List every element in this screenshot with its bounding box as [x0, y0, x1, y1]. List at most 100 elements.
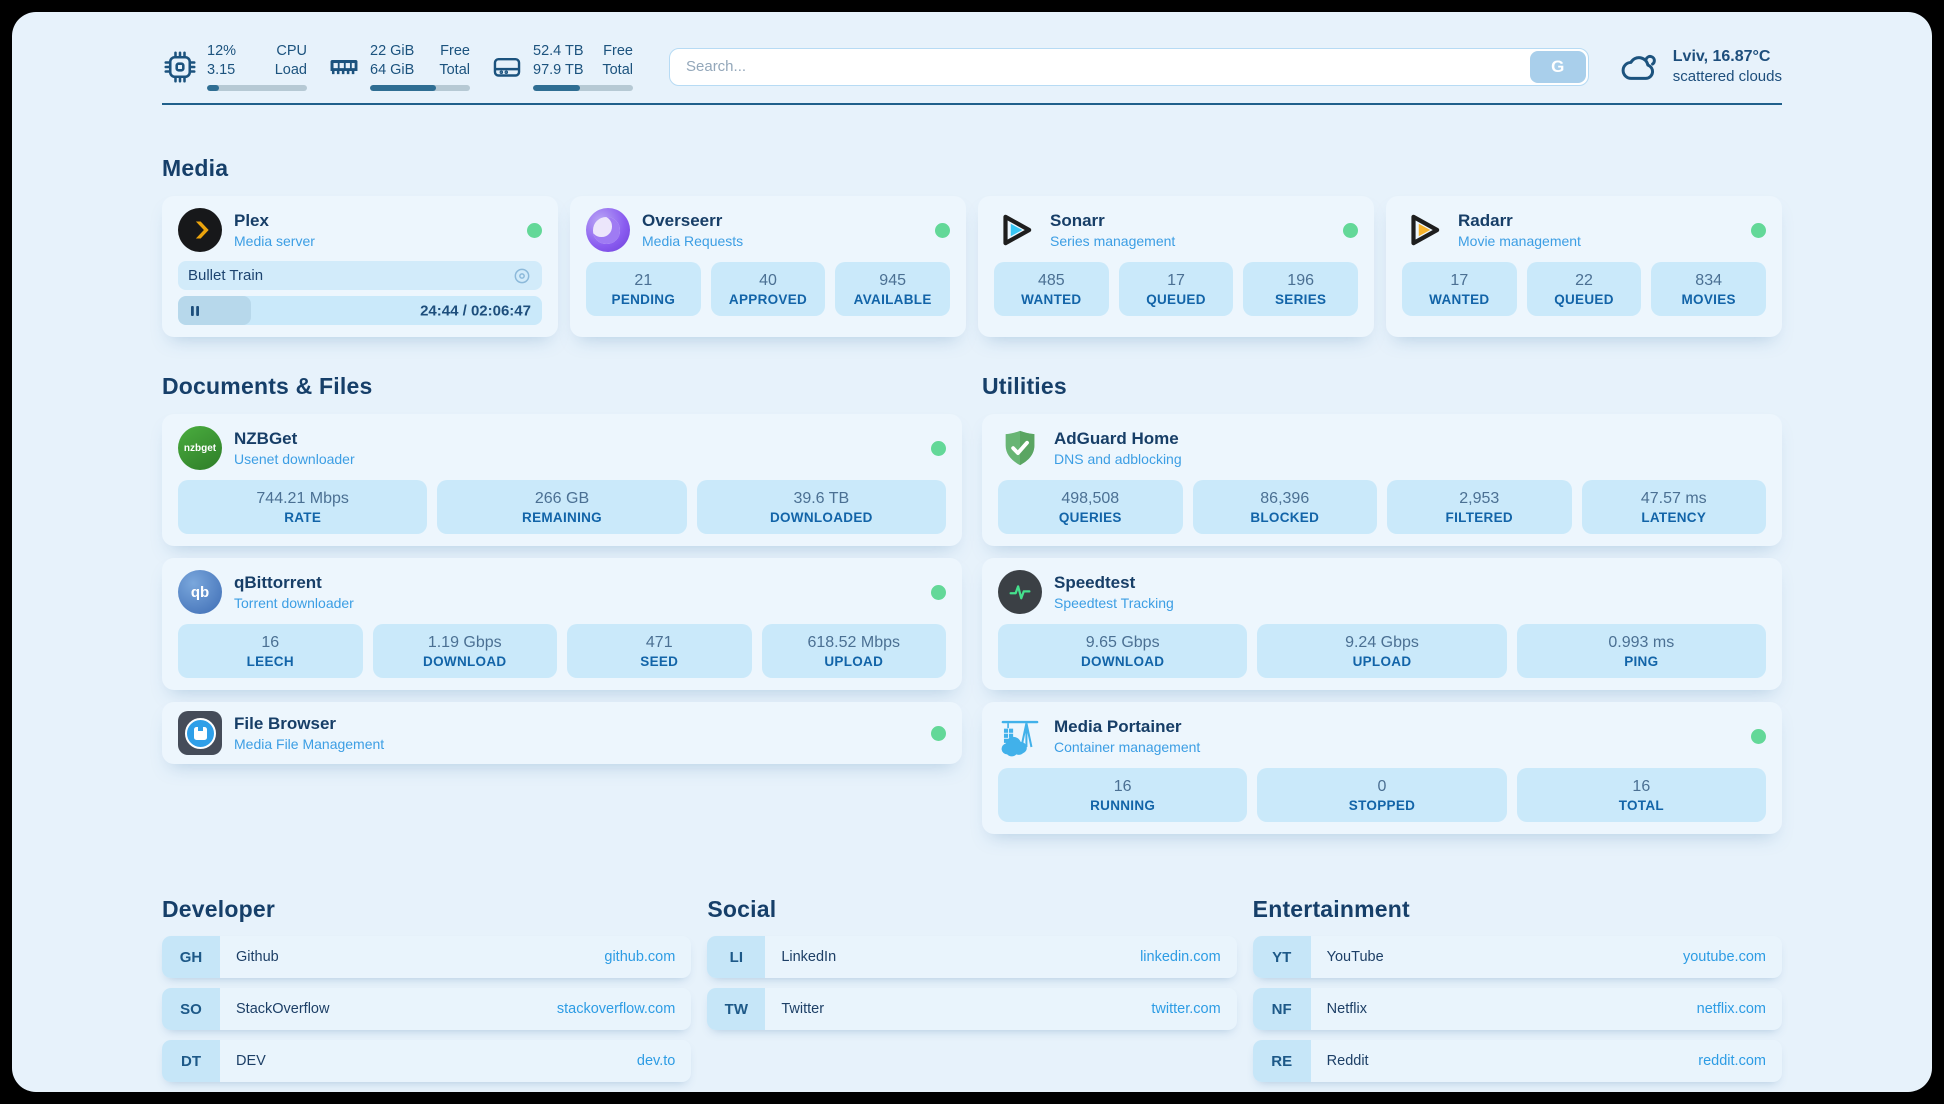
link-abbr: TW — [707, 988, 766, 1030]
section-entertainment: Entertainment YT YouTube youtube.com NF … — [1252, 896, 1782, 1082]
status-online-dot — [931, 584, 946, 600]
app-card-radarr[interactable]: Radarr Movie management 17 WANTED 22 QUE… — [1386, 196, 1782, 337]
stat-value: 485 — [1037, 272, 1065, 289]
app-card-speedtest[interactable]: Speedtest Speedtest Tracking 9.65 Gbps D… — [982, 558, 1782, 690]
stat-value: 471 — [645, 634, 673, 651]
link-abbr: GH — [162, 936, 220, 978]
link-abbr: DT — [162, 1040, 220, 1082]
link-item-reddit[interactable]: RE Reddit reddit.com — [1252, 1040, 1782, 1082]
stat-value: 9.65 Gbps — [1085, 634, 1160, 651]
playback-progress-fill — [178, 296, 251, 325]
app-subtitle: Media File Management — [234, 735, 385, 752]
app-name: AdGuard Home — [1054, 428, 1179, 448]
app-subtitle: Media Requests — [642, 232, 744, 249]
cpu-usage-value: 12% — [207, 43, 237, 59]
stat-box-available: 945 AVAILABLE — [835, 262, 950, 316]
link-abbr: LI — [707, 936, 766, 978]
app-subtitle: Speedtest Tracking — [1054, 594, 1174, 611]
stat-value: 86,396 — [1260, 490, 1310, 507]
cpu-icon — [164, 50, 196, 83]
link-item-netflix[interactable]: NF Netflix netflix.com — [1252, 988, 1782, 1030]
stat-label: DOWNLOAD — [423, 654, 507, 669]
stat-value: 1.19 Gbps — [427, 634, 502, 651]
link-item-twitter[interactable]: TW Twitter twitter.com — [707, 988, 1237, 1030]
stat-value: 16 — [1632, 778, 1651, 795]
stat-label: UPLOAD — [1352, 654, 1412, 669]
stat-value: 9.24 Gbps — [1345, 634, 1419, 651]
link-url: stackoverflow.com — [556, 1001, 676, 1017]
link-name: Github — [236, 949, 279, 965]
link-name: Netflix — [1326, 1001, 1367, 1017]
status-online-dot — [527, 222, 542, 238]
topbar-divider — [162, 103, 1782, 105]
link-item-github[interactable]: GH Github github.com — [162, 936, 692, 978]
cpu-label: CPU — [276, 43, 307, 59]
stat-box-ping: 0.993 ms PING — [1516, 624, 1766, 678]
app-subtitle: Movie management — [1458, 232, 1581, 249]
app-card-plex[interactable]: Plex Media server Bullet Train — [162, 196, 558, 337]
section-title-media: Media — [162, 155, 229, 181]
link-item-stackoverflow[interactable]: SO StackOverflow stackoverflow.com — [162, 988, 692, 1030]
link-url: netflix.com — [1696, 1001, 1766, 1017]
app-card-sonarr[interactable]: Sonarr Series management 485 WANTED 17 Q… — [978, 196, 1374, 337]
stat-label: WANTED — [1021, 292, 1082, 307]
dashboard-panel: 12% 3.15 CPU Load — [12, 12, 1932, 1092]
playback-time: 24:44 / 02:06:47 — [420, 302, 531, 319]
app-name: NZBGet — [234, 428, 298, 448]
stat-label: LATENCY — [1641, 510, 1707, 525]
adguard-icon — [998, 426, 1042, 470]
link-url: reddit.com — [1698, 1053, 1766, 1069]
section-media: Media Plex Media server — [162, 155, 1782, 337]
app-card-filebrowser[interactable]: File Browser Media File Management — [162, 702, 962, 764]
app-card-adguard[interactable]: AdGuard Home DNS and adblocking 498,508 … — [982, 414, 1782, 546]
stat-box-wanted: 17 WANTED — [1402, 262, 1517, 316]
stat-value: 0.993 ms — [1608, 634, 1675, 651]
section-documents-files: Documents & Files nzbget NZBGet Usenet d… — [162, 373, 962, 764]
link-abbr: RE — [1252, 1040, 1311, 1082]
section-title-social: Social — [707, 896, 777, 922]
app-name: Media Portainer — [1054, 716, 1182, 736]
stat-label: QUEUED — [1146, 292, 1206, 307]
search-input[interactable] — [669, 47, 1589, 86]
status-online-dot — [1343, 222, 1358, 238]
stat-label: REMAINING — [522, 510, 602, 525]
section-title-entertainment: Entertainment — [1252, 896, 1410, 922]
cpu-progress-fill — [207, 85, 219, 91]
status-online-dot — [1751, 222, 1766, 238]
stat-box-downloaded: 39.6 TB DOWNLOADED — [696, 480, 946, 534]
weather-widget: Lviv, 16.87°C scattered clouds — [1619, 46, 1782, 88]
stat-value: 16 — [1113, 778, 1132, 795]
pause-button[interactable] — [187, 303, 203, 319]
app-card-qbittorrent[interactable]: qb qBittorrent Torrent downloader 16 — [162, 558, 962, 690]
link-item-dev[interactable]: DT DEV dev.to — [162, 1040, 692, 1082]
stat-label: QUERIES — [1058, 510, 1122, 525]
stat-value: 47.57 ms — [1640, 490, 1707, 507]
filebrowser-icon — [178, 711, 222, 755]
nzbget-logo-text: nzbget — [183, 442, 217, 454]
stat-box-movies: 834 MOVIES — [1651, 262, 1766, 316]
cpu-load-label: Load — [274, 62, 307, 78]
stat-label: DOWNLOADED — [769, 510, 873, 525]
app-card-overseerr[interactable]: Overseerr Media Requests 21 PENDING 40 A… — [570, 196, 966, 337]
stat-value: 17 — [1450, 272, 1469, 289]
link-name: LinkedIn — [781, 949, 837, 965]
disk-free-value: 52.4 TB — [533, 43, 584, 59]
playback-progress-bar[interactable]: 24:44 / 02:06:47 — [178, 296, 542, 325]
disk-icon — [493, 57, 521, 77]
link-abbr: NF — [1252, 988, 1311, 1030]
app-card-portainer[interactable]: Media Portainer Container management 16 … — [982, 702, 1782, 834]
link-name: StackOverflow — [236, 1001, 330, 1017]
ram-icon — [330, 59, 358, 74]
stat-value: 744.21 Mbps — [256, 490, 349, 507]
session-media-icon — [514, 268, 530, 283]
stat-box-upload: 9.24 Gbps UPLOAD — [1257, 624, 1507, 678]
search-engine-button[interactable]: G — [1529, 50, 1586, 83]
floppy-disk-icon — [193, 726, 207, 740]
link-item-youtube[interactable]: YT YouTube youtube.com — [1252, 936, 1782, 978]
section-social: Social LI LinkedIn linkedin.com TW Twitt… — [707, 896, 1237, 1082]
stat-label: MOVIES — [1681, 292, 1736, 307]
link-item-linkedin[interactable]: LI LinkedIn linkedin.com — [707, 936, 1237, 978]
system-stats: 12% 3.15 CPU Load — [162, 42, 633, 91]
stat-box-latency: 47.57 ms LATENCY — [1581, 480, 1766, 534]
app-card-nzbget[interactable]: nzbget NZBGet Usenet downloader 744.21 M… — [162, 414, 962, 546]
